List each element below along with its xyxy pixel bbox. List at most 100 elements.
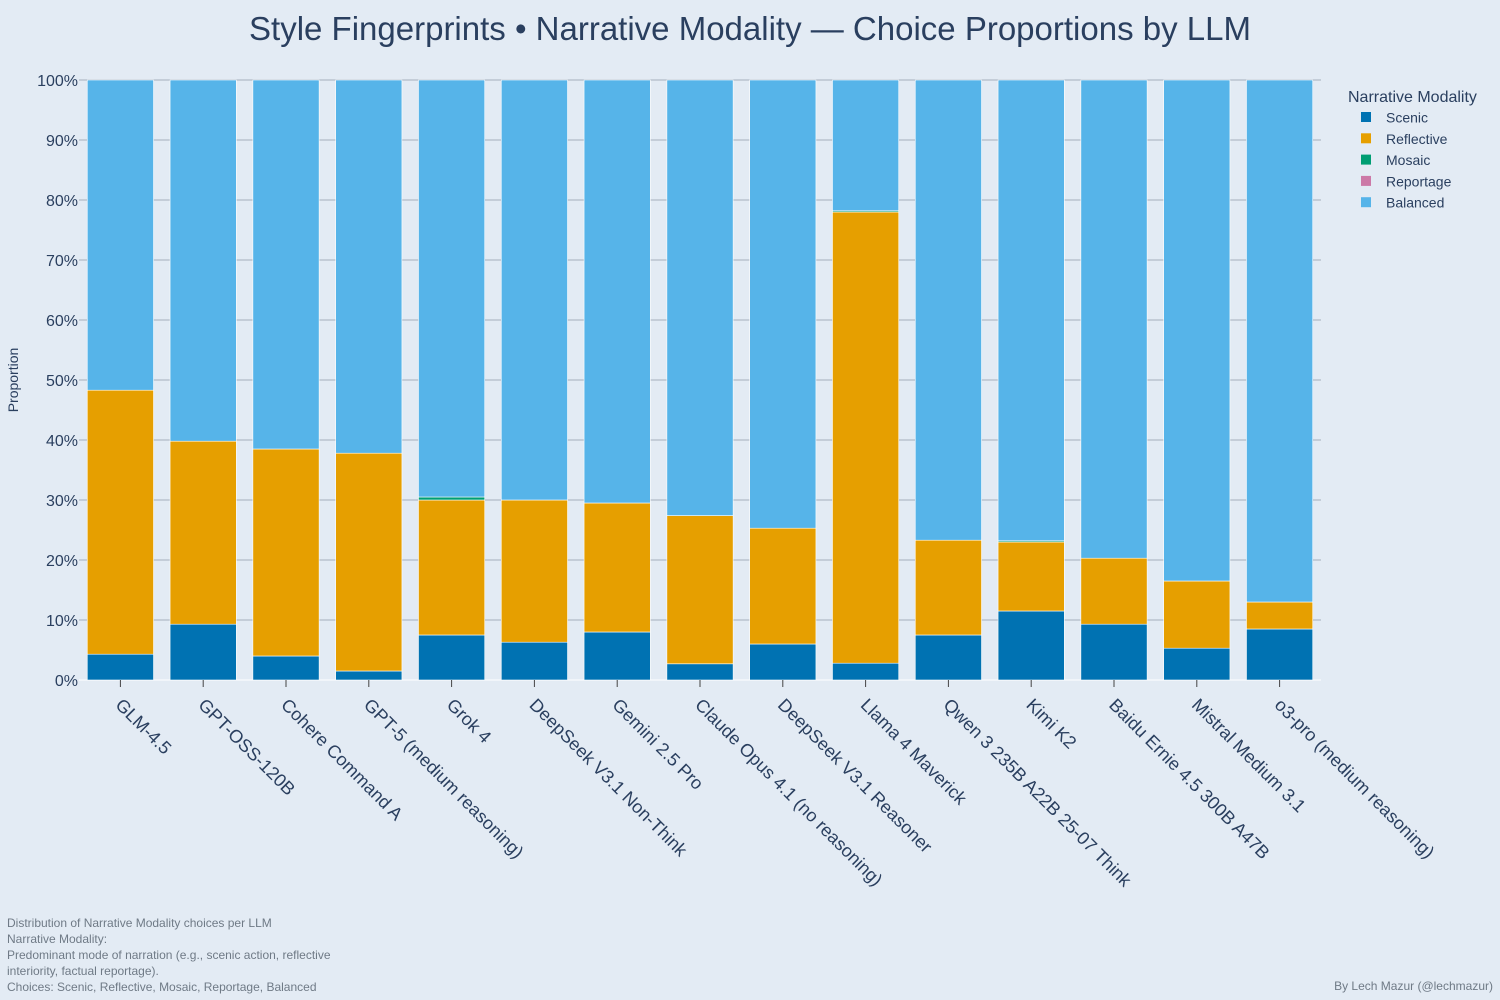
bar-segment-scenic xyxy=(500,641,568,681)
bar-segment-reflective xyxy=(1246,601,1314,630)
footnote: Distribution of Narrative Modality choic… xyxy=(7,915,347,995)
bar-stack xyxy=(86,79,154,681)
footnote-line-3: Predominant mode of narration (e.g., sce… xyxy=(7,948,331,978)
bar-segment-balanced xyxy=(252,79,320,450)
y-tick-label: 10% xyxy=(46,613,78,630)
legend-item-mosaic[interactable]: Mosaic xyxy=(1386,152,1430,168)
bar-stack xyxy=(749,79,817,681)
bar-stack xyxy=(418,79,486,681)
bar-stack xyxy=(666,79,734,681)
bar-segment-reflective xyxy=(997,541,1065,612)
bar-segment-scenic xyxy=(169,623,237,681)
bar-stack xyxy=(252,79,320,681)
bar-segment-reflective xyxy=(583,502,651,633)
bar-segment-scenic xyxy=(1080,623,1148,681)
bar-stack xyxy=(997,79,1065,681)
bar-stack xyxy=(583,79,651,681)
bar-segment-scenic xyxy=(583,631,651,681)
bar-segment-scenic xyxy=(832,662,900,681)
y-tick-labels: 0% 10% 20% 30% 40% 50% 60% 70% 80% 90% 100% xyxy=(37,73,78,690)
legend-item-reflective[interactable]: Reflective xyxy=(1386,131,1448,147)
legend: Narrative Modality Scenic Reflective Mosai… xyxy=(1348,89,1477,211)
bar-segment-scenic xyxy=(997,610,1065,681)
footnote-line-1: Distribution of Narrative Modality choic… xyxy=(7,916,272,930)
legend-swatch-reflective[interactable] xyxy=(1361,133,1371,144)
y-tick-label: 40% xyxy=(46,433,78,450)
legend-swatch-balanced[interactable] xyxy=(1361,197,1371,208)
bar-segment-reflective xyxy=(252,448,320,657)
bar-segment-balanced xyxy=(169,79,237,442)
bar-segment-balanced xyxy=(335,79,403,454)
y-tick-label: 70% xyxy=(46,253,78,270)
legend-item-reportage[interactable]: Reportage xyxy=(1386,173,1452,189)
bar-segment-balanced xyxy=(832,79,900,212)
bar-segment-balanced xyxy=(1163,79,1231,582)
y-tick-label: 80% xyxy=(46,193,78,210)
bar-segment-reflective xyxy=(1080,557,1148,625)
bar-stack xyxy=(1080,79,1148,681)
bar-segment-reflective xyxy=(500,499,568,643)
legend-swatch-mosaic[interactable] xyxy=(1361,154,1371,165)
bar-segment-scenic xyxy=(252,655,320,681)
y-tick-label: 0% xyxy=(55,673,78,690)
bar-segment-scenic xyxy=(749,643,817,681)
legend-title: Narrative Modality xyxy=(1348,89,1477,106)
bar-stack xyxy=(1246,79,1314,681)
bar-segment-reflective xyxy=(914,539,982,636)
x-tick-label: o3-pro (medium reasoning) xyxy=(1271,695,1439,863)
footnote-line-4: Choices: Scenic, Reflective, Mosaic, Rep… xyxy=(7,980,317,994)
legend-item-balanced[interactable]: Balanced xyxy=(1386,195,1444,211)
x-tick-label: Kimi K2 xyxy=(1022,695,1080,753)
y-axis-label: Proportion xyxy=(5,348,21,413)
bar-segment-balanced xyxy=(86,79,154,391)
x-tick-label: GLM-4.5 xyxy=(112,695,176,759)
bar-stack xyxy=(914,79,982,681)
legend-swatch-scenic[interactable] xyxy=(1361,112,1371,122)
bar-segment-balanced xyxy=(666,79,734,516)
bar-segment-balanced xyxy=(583,79,651,504)
bar-segment-reflective xyxy=(335,452,403,672)
y-tick-label: 30% xyxy=(46,493,78,510)
bar-segment-reflective xyxy=(1163,580,1231,649)
legend-item-scenic[interactable]: Scenic xyxy=(1386,110,1428,126)
y-tick-label: 50% xyxy=(46,373,78,390)
y-tick-label: 60% xyxy=(46,313,78,330)
footnote-line-2: Narrative Modality: xyxy=(7,932,108,946)
legend-swatch-reportage[interactable] xyxy=(1361,175,1371,186)
bar-segment-reflective xyxy=(666,515,734,665)
x-tick-label: Claude Opus 4.1 (no reasoning) xyxy=(691,695,886,890)
x-tick-label: DeepSeek V3.1 Non-Think xyxy=(526,695,692,861)
bar-segment-scenic xyxy=(335,670,403,681)
x-tick-label: Baidu Ernie 4.5 300B A47B xyxy=(1105,695,1273,863)
chart-title: Style Fingerprints • Narrative Modality … xyxy=(249,10,1251,47)
bar-segment-scenic xyxy=(86,653,154,681)
y-tick-label: 100% xyxy=(37,73,78,90)
bar-segment-balanced xyxy=(500,79,568,501)
bar-stack xyxy=(1163,79,1231,681)
bar-segment-reflective xyxy=(749,527,817,645)
bar-stack xyxy=(500,79,568,681)
bar-segment-scenic xyxy=(914,634,982,681)
bar-segment-balanced xyxy=(1080,79,1148,559)
bar-segment-reflective xyxy=(169,440,237,625)
x-tick-label: DeepSeek V3.1 Reasoner xyxy=(774,695,936,857)
y-tick-label: 90% xyxy=(46,133,78,150)
bar-segment-reflective xyxy=(86,389,154,655)
bar-segment-balanced xyxy=(749,79,817,529)
bar-segment-mosaic xyxy=(418,496,486,501)
bar-segment-balanced xyxy=(997,79,1065,542)
x-tick-label: GPT-5 (medium reasoning) xyxy=(360,695,528,863)
bar-segment-balanced xyxy=(1246,79,1314,603)
credit: By Lech Mazur (@lechmazur) xyxy=(1334,979,1493,993)
bar-stack xyxy=(169,79,237,681)
bar-segment-scenic xyxy=(1163,647,1231,681)
bar-segment-scenic xyxy=(666,663,734,681)
y-tick-label: 20% xyxy=(46,553,78,570)
x-tick-label: Grok 4 xyxy=(443,695,495,747)
bar-segment-balanced xyxy=(418,79,486,498)
bar-stack xyxy=(335,79,403,681)
bar-segment-reflective xyxy=(832,211,900,664)
bar-segment-reflective xyxy=(418,499,486,636)
